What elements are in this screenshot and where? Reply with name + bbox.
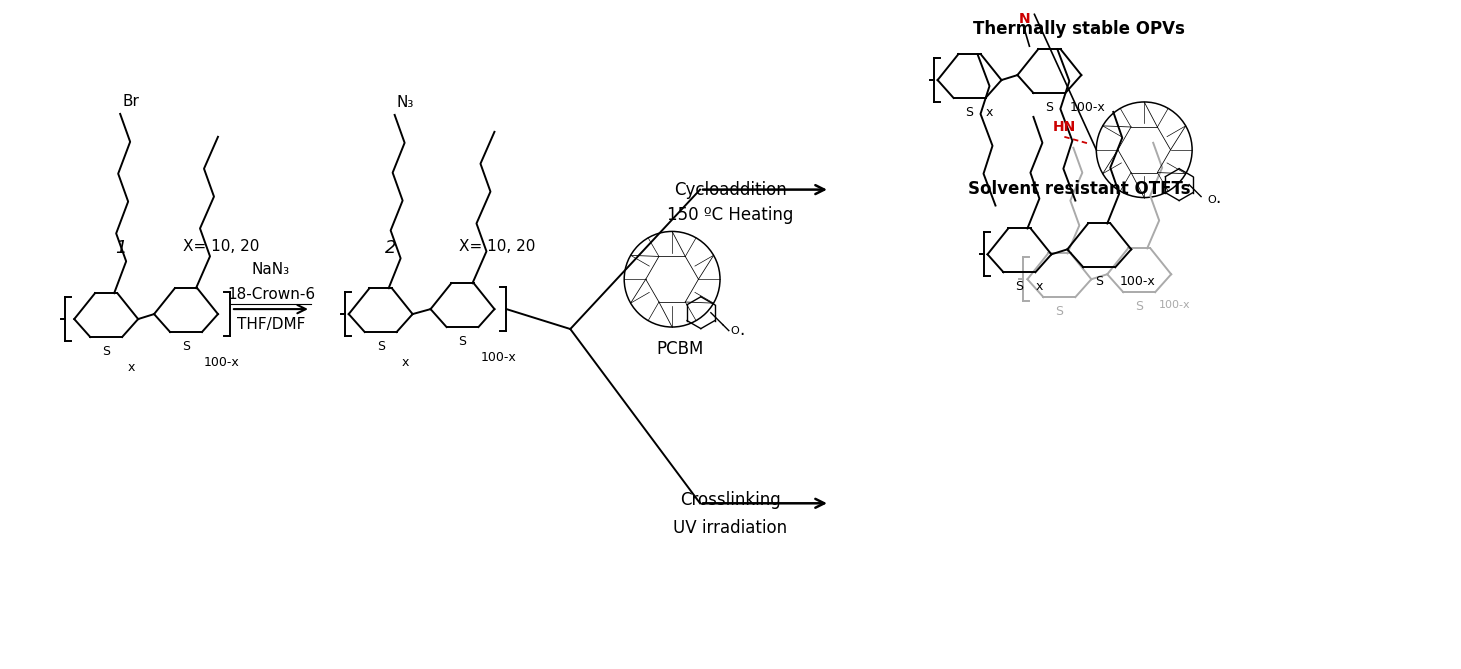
Text: x: x [402, 356, 409, 369]
Text: ·: · [1216, 193, 1220, 211]
Text: S: S [102, 345, 110, 358]
Text: N₃: N₃ [396, 95, 413, 110]
Text: Br: Br [123, 94, 139, 109]
Text: 100-x: 100-x [1159, 300, 1191, 310]
Text: S: S [1055, 305, 1064, 318]
Text: Crosslinking: Crosslinking [679, 491, 780, 509]
Text: x: x [1036, 280, 1043, 293]
Text: 150 ºC Heating: 150 ºC Heating [666, 205, 793, 223]
Text: 100-x: 100-x [205, 356, 240, 369]
Text: X= 10, 20: X= 10, 20 [183, 240, 259, 254]
Text: PCBM: PCBM [656, 340, 704, 358]
Text: S: S [1096, 275, 1103, 288]
Text: S: S [1046, 101, 1053, 114]
Text: 18-Crown-6: 18-Crown-6 [226, 287, 316, 302]
Text: 1: 1 [115, 240, 127, 258]
Text: HN: HN [1053, 120, 1075, 134]
Text: ·: · [739, 326, 744, 344]
Text: Thermally stable OPVs: Thermally stable OPVs [973, 20, 1185, 38]
Text: UV irradiation: UV irradiation [674, 519, 787, 537]
Text: x: x [127, 361, 134, 374]
Text: S: S [459, 335, 466, 348]
Text: NaN₃: NaN₃ [251, 262, 289, 277]
Text: N: N [1018, 12, 1030, 26]
Text: 100-x: 100-x [1069, 101, 1105, 114]
Text: S: S [1135, 300, 1143, 313]
Text: Cycloaddition: Cycloaddition [674, 181, 786, 199]
Text: O: O [1207, 195, 1216, 205]
Text: Solvent resistant OTFTs: Solvent resistant OTFTs [969, 180, 1191, 197]
Text: x: x [986, 106, 993, 119]
Text: THF/DMF: THF/DMF [237, 316, 305, 332]
Text: 100-x: 100-x [1119, 275, 1156, 288]
Text: S: S [1015, 280, 1024, 293]
Text: S: S [377, 340, 384, 353]
Text: 100-x: 100-x [481, 351, 516, 364]
Text: S: S [966, 106, 973, 119]
Text: X= 10, 20: X= 10, 20 [459, 240, 536, 254]
Text: 2: 2 [384, 240, 396, 258]
Text: S: S [183, 340, 190, 353]
Text: O: O [730, 326, 739, 336]
